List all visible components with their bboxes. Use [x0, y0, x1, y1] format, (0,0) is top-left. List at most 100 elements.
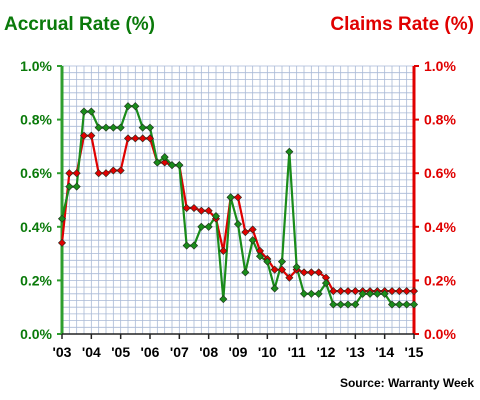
accrual-data-point	[292, 262, 301, 272]
claims-data-point	[79, 131, 89, 140]
claims-data-point	[160, 158, 169, 167]
claims-data-point	[94, 169, 103, 178]
accrual-data-point	[57, 214, 67, 223]
claims-data-point	[409, 287, 419, 296]
claims-data-point	[204, 206, 213, 215]
accrual-data-point	[329, 300, 338, 309]
accrual-data-point	[138, 123, 147, 132]
accrual-data-point	[153, 158, 162, 167]
x-tick-label: '15	[405, 344, 424, 360]
x-tick-label: '07	[170, 344, 189, 360]
claims-data-point	[395, 287, 404, 296]
accrual-data-point	[277, 257, 287, 266]
claims-data-point	[101, 169, 111, 178]
y-tick-label-left: 1.0%	[20, 58, 52, 74]
accrual-data-point	[402, 300, 411, 309]
claims-data-point	[189, 204, 199, 213]
accrual-data-point	[365, 289, 375, 298]
x-tick-label: '05	[111, 344, 130, 360]
accrual-data-point	[145, 123, 155, 132]
accrual-data-point	[299, 289, 309, 298]
claims-data-point	[131, 134, 140, 143]
claims-data-point	[307, 268, 316, 277]
accrual-data-point	[358, 289, 367, 298]
claims-data-point	[241, 228, 250, 237]
y-tick-label-left: 0.8%	[20, 112, 52, 128]
accrual-data-point	[343, 300, 353, 309]
y-tick-label-right: 0.0%	[424, 326, 456, 342]
accrual-data-point	[197, 222, 206, 231]
claims-data-point	[248, 225, 257, 234]
claims-data-point	[197, 206, 206, 215]
accrual-data-point	[241, 268, 250, 277]
x-tick-label: '06	[141, 344, 160, 360]
accrual-data-point	[395, 300, 404, 309]
claims-data-point	[329, 287, 338, 296]
tick-labels: 0.0% 0.2% 0.4% 0.6% 0.8% 1.0% 0.0% 0.2% 0.4% 0.6%…	[20, 58, 456, 360]
claims-data-point	[233, 193, 243, 202]
x-tick-label: '11	[288, 344, 306, 360]
claims-data-point	[270, 265, 279, 274]
claims-data-point	[285, 273, 294, 282]
accrual-data-point	[270, 284, 279, 293]
x-tick-label: '03	[53, 344, 72, 360]
accrual-data-point	[87, 107, 96, 116]
accrual-data-point	[116, 123, 125, 132]
claims-data-point	[65, 169, 74, 178]
chart-title-right: Claims Rate (%)	[330, 14, 474, 35]
claims-data-point	[277, 265, 287, 274]
accrual-data-point	[285, 147, 294, 156]
accrual-data-point	[336, 300, 345, 309]
claims-data-point	[402, 287, 411, 296]
y-tick-label-left: 0.6%	[20, 165, 52, 181]
x-tick-label: '13	[346, 344, 365, 360]
claims-data-point	[182, 204, 191, 213]
x-tick-label: '12	[317, 344, 336, 360]
accrual-data-point	[248, 236, 257, 245]
accrual-data-point	[72, 182, 81, 191]
accrual-data-point	[219, 295, 228, 304]
accrual-data-point	[101, 123, 111, 132]
accrual-data-point	[204, 222, 213, 231]
accrual-data-point	[79, 107, 89, 116]
chart-title-left: Accrual Rate (%)	[4, 14, 155, 35]
claims-data-point	[72, 169, 81, 178]
claims-data-point	[351, 287, 360, 296]
x-tick-label: '04	[82, 344, 101, 360]
claims-data-point	[219, 246, 228, 255]
claims-data-point	[138, 134, 147, 143]
accrual-data-point	[65, 182, 74, 191]
accrual-data-point	[175, 161, 184, 170]
accrual-data-point	[226, 193, 235, 202]
accrual-data-point	[167, 161, 177, 170]
accrual-data-point	[233, 220, 243, 229]
accrual-data-point	[314, 289, 323, 298]
claims-data-point	[116, 166, 125, 175]
y-tick-label-left: 0.2%	[20, 272, 52, 288]
accrual-data-point	[94, 123, 103, 132]
claims-data-point	[87, 131, 96, 140]
accrual-data-point	[351, 300, 360, 309]
accrual-data-point	[263, 257, 272, 266]
claims-data-point	[109, 166, 118, 175]
x-tick-label: '09	[229, 344, 248, 360]
x-tick-label: '08	[199, 344, 218, 360]
y-tick-label-right: 0.2%	[424, 272, 456, 288]
accrual-data-point	[109, 123, 118, 132]
y-tick-label-left: 0.4%	[20, 219, 52, 235]
claims-data-point	[57, 238, 67, 247]
source-note: Source: Warranty Week	[339, 376, 474, 390]
y-tick-label-left: 0.0%	[20, 326, 52, 342]
accrual-data-point	[373, 289, 382, 298]
claims-data-point	[314, 268, 323, 277]
accrual-data-point	[409, 300, 419, 309]
accrual-data-point	[380, 289, 389, 298]
y-tick-label-right: 1.0%	[424, 58, 456, 74]
claims-data-point	[299, 268, 309, 277]
claims-data-point	[123, 134, 133, 143]
series-points	[57, 102, 419, 309]
accrual-data-point	[123, 102, 133, 111]
y-tick-label-right: 0.8%	[424, 112, 456, 128]
accrual-data-point	[131, 102, 140, 111]
